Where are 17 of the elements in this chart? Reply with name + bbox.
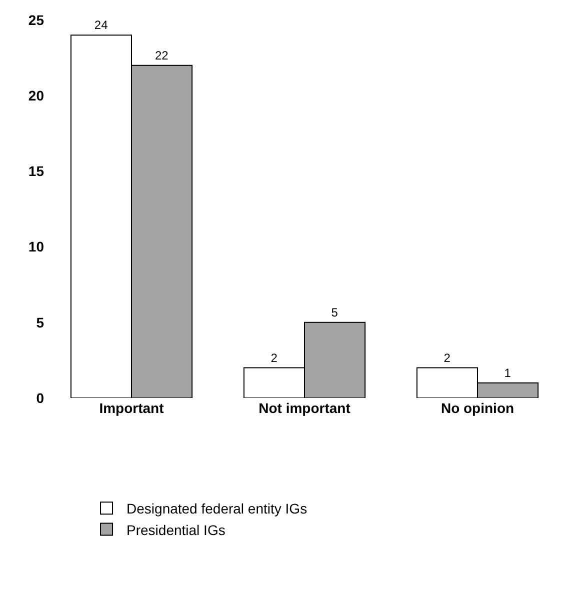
y-tick-label: 20 (28, 88, 44, 104)
y-tick-label: 15 (28, 163, 44, 180)
legend-label: Designated federal entity IGs (126, 500, 308, 517)
legend-label: Presidential IGs (126, 522, 226, 538)
data-label: 24 (94, 18, 108, 32)
data-label: 22 (154, 48, 169, 62)
x-tick-label: Not important (258, 400, 351, 416)
x-tick-label: No opinion (440, 400, 514, 416)
data-label: 1 (504, 366, 512, 380)
y-tick-label: 0 (36, 390, 44, 406)
x-tick-label: Important (99, 400, 164, 416)
data-label: 2 (444, 350, 451, 365)
y-tick-label: 10 (28, 238, 44, 255)
data-label: 2 (270, 350, 278, 365)
y-tick-label: 5 (36, 314, 44, 330)
y-tick-label: 25 (28, 12, 44, 28)
data-label: 5 (331, 305, 338, 320)
